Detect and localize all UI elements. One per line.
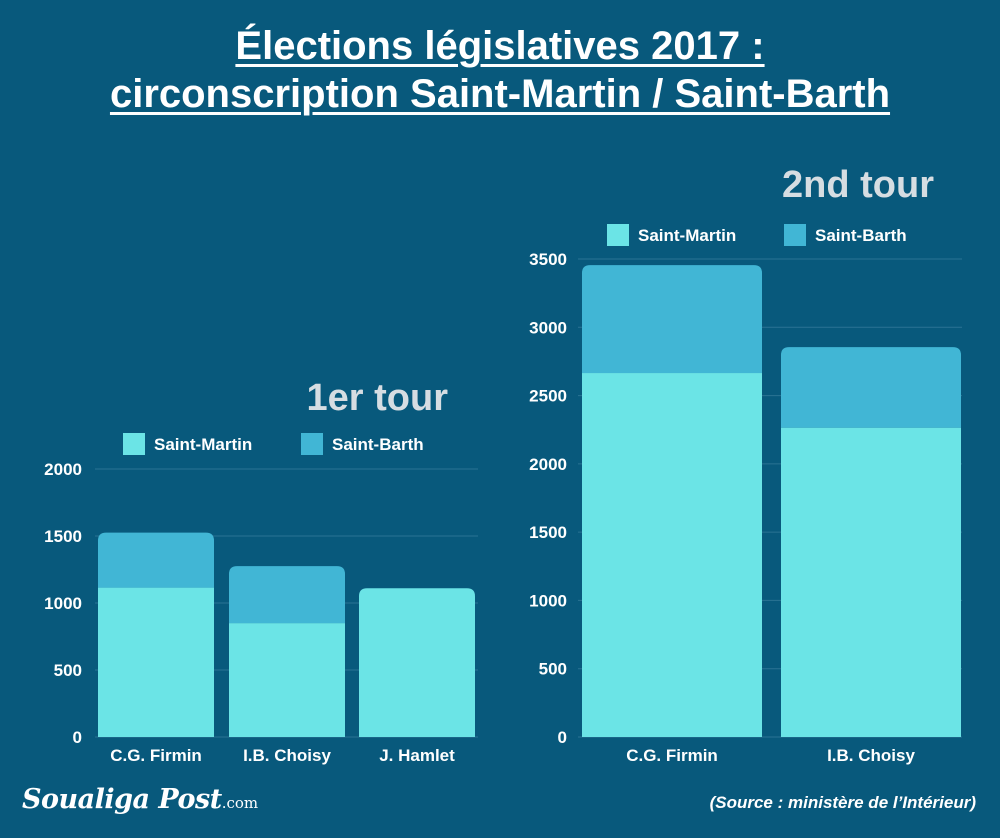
chart-1-x-tick-label: C.G. Firmin (110, 746, 202, 765)
chart-2-y-tick-label: 0 (558, 728, 567, 747)
chart-1-bar-2-series-2 (229, 566, 345, 624)
chart-2-y-tick-label: 2500 (529, 387, 567, 406)
chart-2-x-tick-label: I.B. Choisy (827, 746, 915, 765)
chart-2-y-tick-label: 500 (539, 660, 567, 679)
chart-1-title: 1er tour (307, 377, 449, 419)
title-line-1: Élections législatives 2017 : (235, 24, 765, 68)
chart-2-bar-2-series-2 (781, 347, 961, 428)
chart-2-x-tick-label: C.G. Firmin (626, 746, 718, 765)
chart-2-y-tick-label: 1000 (529, 591, 567, 610)
chart-2-y-tick-label: 3500 (529, 250, 567, 269)
chart-2-legend-label-1: Saint-Martin (638, 226, 736, 245)
title-line-2: circonscription Saint-Martin / Saint-Bar… (109, 72, 891, 116)
chart-1-y-tick-label: 2000 (44, 460, 82, 479)
chart-1-legend-label-2: Saint-Barth (332, 435, 424, 454)
chart-1-legend-label-1: Saint-Martin (154, 435, 252, 454)
chart-2-y-tick-label: 1500 (529, 523, 567, 542)
logo-text: Soualiga Post (22, 784, 222, 815)
soualiga-post-logo: Soualiga Post.com (22, 784, 258, 815)
chart-2-bar-1-series-1 (582, 373, 762, 737)
chart-2-title: 2nd tour (782, 164, 934, 206)
chart-2-bar-1-series-2 (582, 265, 762, 374)
chart-1-y-tick-label: 1000 (44, 594, 82, 613)
chart-1-y-tick-label: 1500 (44, 527, 82, 546)
chart-1-legend-swatch-2 (301, 433, 323, 455)
chart-1-y-tick-label: 0 (73, 728, 82, 747)
chart-2-y-tick-label: 2000 (529, 455, 567, 474)
chart-2-bar-2-series-1 (781, 427, 961, 737)
chart-1-bar-1-series-2 (98, 532, 214, 588)
chart-1-x-tick-label: I.B. Choisy (243, 746, 331, 765)
chart-2-legend-swatch-2 (784, 224, 806, 246)
chart-1-x-tick-label: J. Hamlet (379, 746, 455, 765)
chart-1-bar-3-series-1 (359, 588, 475, 737)
chart-1-y-tick-label: 500 (54, 661, 82, 680)
chart-1-legend-swatch-1 (123, 433, 145, 455)
chart-2-legend-label-2: Saint-Barth (815, 226, 907, 245)
chart-1-bar-1-series-1 (98, 587, 214, 737)
chart-2-legend-swatch-1 (607, 224, 629, 246)
chart-1-bar-2-series-1 (229, 623, 345, 737)
logo-suffix: .com (221, 794, 259, 812)
chart-2-y-tick-label: 3000 (529, 318, 567, 337)
source-note: (Source : ministère de l’Intérieur) (709, 793, 976, 812)
chart-main-title: Élections législatives 2017 : circonscri… (0, 22, 1000, 118)
